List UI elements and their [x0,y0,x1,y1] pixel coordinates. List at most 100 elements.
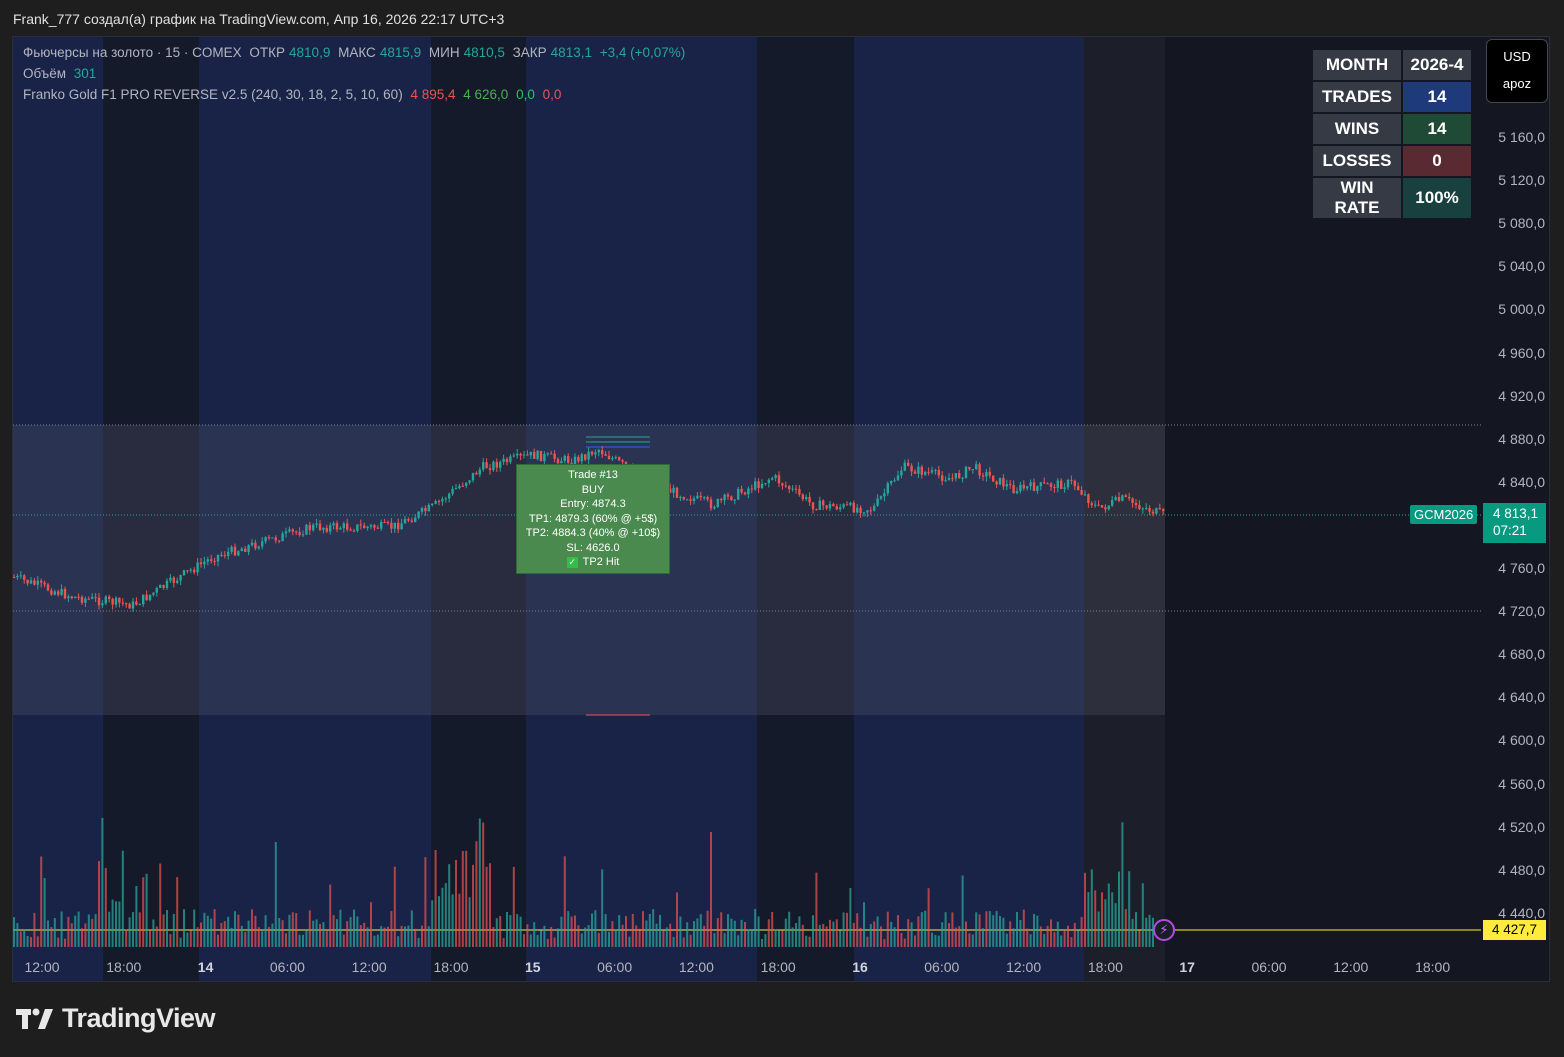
volume-bar [587,925,590,947]
session-band [13,37,103,981]
volume-bar [390,910,393,947]
candle-body [951,478,954,480]
candle-body [529,451,532,456]
tradingview-logo[interactable]: TradingView [16,1003,216,1034]
volume-bar [965,921,967,947]
volume-bar [1097,911,1100,947]
volume-bar [40,856,43,947]
price-tick: 4 640,0 [1498,689,1545,706]
candle-body [349,529,352,531]
volume-bar [257,927,260,947]
candle-body [1080,490,1083,495]
legend-symbol-line[interactable]: Фьючерсы на золото · 15 · COMEX ОТКР 4810… [23,45,689,60]
candle-body [390,522,393,529]
candle-body [206,559,209,562]
price-tick: 5 000,0 [1498,301,1545,318]
chart-pane[interactable]: Фьючерсы на золото · 15 · COMEX ОТКР 4810… [12,36,1550,982]
volume-bar [594,910,597,947]
candle-body [743,492,747,495]
candle-body [461,485,464,487]
candle-body [118,597,121,603]
volume-bar [516,914,519,947]
candle-body [669,488,672,493]
candle-body [1138,505,1141,509]
volume-bar [421,925,423,947]
lightning-icon[interactable]: ⚡ [1153,919,1175,941]
candle-body [682,496,685,500]
volume-bar [135,885,138,947]
volume-bar [730,918,733,947]
candle-body [1148,507,1151,512]
volume-bar [795,923,797,947]
symbol-label: GCM2026 [1410,505,1478,524]
volume-bar [815,872,818,947]
volume-bar [16,922,19,947]
candle-body [247,545,250,552]
legend-indicator-line[interactable]: Franko Gold F1 PRO REVERSE v2.5 (240, 30… [23,87,565,102]
candle-body [614,457,617,459]
candle-body [63,588,67,599]
candle-body [1009,484,1012,486]
price-tick: 5 160,0 [1498,129,1545,145]
volume-bar [30,937,32,947]
volume-bar [917,916,920,947]
candle-body [526,454,529,456]
currency-selector[interactable]: USD apoz [1486,39,1548,103]
volume-bar [329,884,332,947]
candle-body [947,478,951,481]
candle-body [845,504,849,506]
stats-key: WINS [1313,114,1401,144]
volume-bar [64,938,66,947]
candle-body [128,603,131,609]
volume-bar [635,925,638,947]
volume-bar [495,918,498,947]
volume-bar [1087,892,1090,947]
candle-body [281,533,284,542]
candle-body [284,531,288,534]
volume-bar [1043,934,1046,947]
volume-bar [115,901,117,947]
legend-indicator-v3: 0,0 [516,87,535,102]
volume-bar [489,863,491,947]
price-axis[interactable]: 5 160,0 5 120,0 5 080,0 5 040,0 5 000,0 4 960… [1481,37,1549,981]
candle-body [808,496,811,503]
candle-body [1019,484,1022,492]
legend-symbol-name[interactable]: Фьючерсы на золото · 15 · COMEX [23,45,242,60]
volume-bar [1124,909,1127,947]
candle-body [995,481,998,485]
session-band [1084,37,1165,981]
candle-body [1087,494,1090,504]
volume-bar [213,909,216,947]
candle-body [424,508,427,512]
time-axis[interactable]: 12:00 18:00 14 06:00 12:00 18:00 15 06:00 12:00 1… [13,955,1549,981]
candle-body [767,479,770,484]
candle-body [104,596,107,604]
volume-bar [145,873,148,947]
legend-volume-line[interactable]: Объём 301 [23,66,100,81]
volume-bar [914,935,916,947]
volume-bar [533,922,536,947]
candle-body [516,453,519,456]
candle-body [386,522,390,524]
volume-bar [553,937,556,947]
volume-bar [172,913,175,947]
candle-body [138,604,141,606]
candle-body [80,596,84,603]
candle-body [692,498,696,501]
candle-body [941,475,944,481]
volume-bar [574,915,576,947]
volume-bar [767,919,770,947]
candle-body [890,481,893,484]
stats-table: MONTH 2026-4 TRADES 14 WINS 14 LOSSES 0 WIN RATE… [1311,48,1473,220]
stats-value: 100% [1403,178,1471,218]
candle-body [257,546,260,549]
candle-body [998,477,1002,485]
candle-body [36,580,39,585]
candle-body [835,506,838,510]
volume-bar [465,850,468,947]
volume-bar [696,918,699,947]
volume-bar [441,887,444,947]
volume-bar [577,925,580,947]
session-band [431,37,526,981]
volume-bar [778,930,780,947]
